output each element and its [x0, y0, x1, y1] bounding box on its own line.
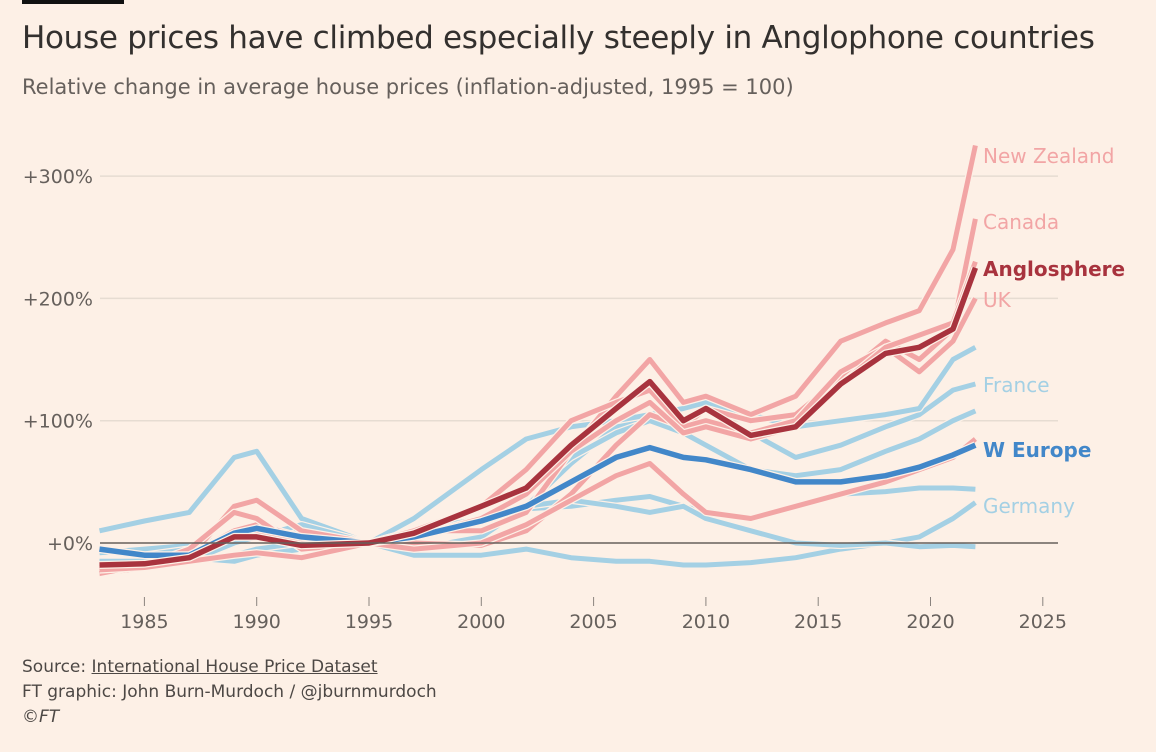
x-tick-label: 2020	[906, 611, 954, 633]
ft-brand-bar	[22, 0, 124, 4]
x-axis: 1985 1990 1995 2000 2005 2010 2015 2020 2025	[120, 597, 1067, 633]
series-label: W Europe	[983, 438, 1091, 462]
y-tick-label: +200%	[23, 288, 93, 310]
x-tick-label: 1985	[120, 611, 168, 633]
x-tick-label: 2010	[682, 611, 730, 633]
x-tick-label: 1990	[233, 611, 281, 633]
chart-subtitle: Relative change in average house prices …	[22, 75, 794, 99]
series-line-europe-other-4-	[99, 497, 976, 564]
x-tick-label: 2005	[569, 611, 617, 633]
source-link[interactable]: International House Price Dataset	[91, 657, 378, 677]
x-tick-label: 2015	[794, 611, 842, 633]
series-line-anglo-other-2-	[99, 437, 977, 573]
gridlines	[100, 175, 1058, 422]
chart-title: House prices have climbed especially ste…	[22, 20, 1095, 56]
y-tick-label: +300%	[23, 166, 93, 188]
x-tick-label: 1995	[345, 611, 393, 633]
series-line-anglosphere	[99, 266, 978, 568]
series-labels: New Zealand Canada Anglosphere UK France W Eu…	[983, 144, 1125, 518]
copyright: ©FT	[22, 707, 60, 727]
series-label: UK	[983, 288, 1012, 312]
series-label: Canada	[983, 210, 1059, 234]
credit-line: FT graphic: John Burn-Murdoch / @jburnmu…	[22, 682, 437, 702]
y-tick-label: +100%	[23, 411, 93, 433]
footer: Source: International House Price Datase…	[22, 655, 437, 730]
source-prefix: Source:	[22, 657, 92, 677]
series-label: Germany	[983, 494, 1075, 518]
series-label: New Zealand	[983, 144, 1114, 168]
y-tick-label: +0%	[47, 533, 93, 555]
y-axis: +0% +100% +200% +300%	[23, 166, 93, 555]
series-lines	[98, 144, 1058, 578]
series-line-w-europe	[99, 442, 977, 558]
series-label: France	[983, 373, 1050, 397]
series-label: Anglosphere	[983, 257, 1125, 281]
x-tick-label: 2025	[1019, 611, 1067, 633]
x-tick-label: 2000	[457, 611, 505, 633]
source-line: Source: International House Price Datase…	[22, 655, 437, 680]
series-line-uk	[99, 297, 978, 577]
